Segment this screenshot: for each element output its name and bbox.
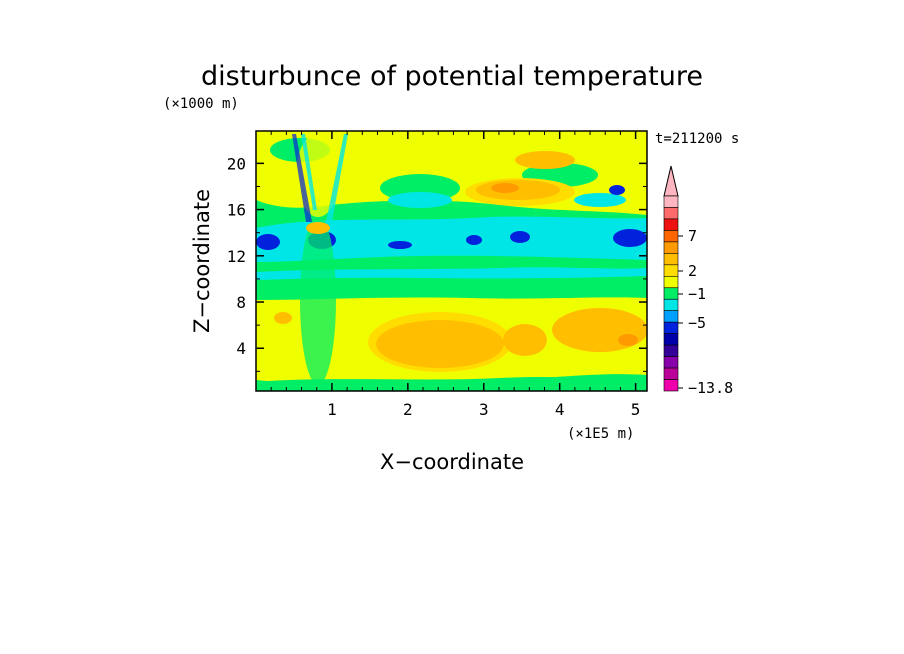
contour-region-24	[503, 324, 547, 356]
colorbar-swatch	[663, 287, 679, 300]
colorbar: 7 2 −1 −5 −13.8	[663, 165, 733, 397]
contour-region-15	[466, 235, 482, 245]
contour-region-11	[574, 193, 626, 207]
chart-title: disturbunce of potential temperature	[201, 61, 703, 92]
y-tick-label: 8	[236, 293, 246, 312]
contour-region-8	[491, 183, 519, 193]
contour-region-7	[515, 151, 575, 169]
contour-region-30	[306, 222, 330, 234]
colorbar-swatch	[663, 356, 679, 369]
colorbar-swatch	[663, 344, 679, 357]
contour-region-18	[609, 185, 625, 195]
contour-region-23	[552, 308, 647, 352]
colorbar-swatch	[663, 207, 679, 220]
colorbar-overflow-arrow	[663, 165, 679, 197]
contour-region-26	[274, 312, 292, 324]
x-axis: 1 2 3 4 5	[270, 131, 641, 419]
contour-region-10	[388, 192, 452, 208]
x-tick-label: 1	[327, 400, 337, 419]
colorbar-swatch	[663, 253, 679, 266]
colorbar-swatch	[663, 230, 679, 243]
colorbar-label: 2	[688, 262, 697, 280]
colorbar-swatch	[663, 195, 679, 208]
x-tick-label: 5	[631, 400, 641, 419]
colorbar-label: −13.8	[688, 379, 733, 397]
contour-region-27	[256, 377, 647, 391]
colorbar-label: 7	[688, 227, 697, 245]
colorbar-swatch	[663, 218, 679, 231]
plot-frame	[255, 130, 648, 392]
contour-region-6	[476, 180, 560, 200]
y-tick-label: 12	[227, 247, 246, 266]
y-tick-label: 4	[236, 339, 246, 358]
contour-region-9	[256, 216, 647, 262]
time-label: t=211200 s	[655, 131, 739, 147]
x-unit-label: (×1E5 m)	[567, 426, 634, 442]
colorbar-swatch	[663, 310, 679, 323]
x-tick-label: 2	[403, 400, 413, 419]
contour-region-32	[326, 134, 348, 222]
contour-region-31	[292, 134, 312, 222]
contour-region-17	[613, 229, 647, 247]
colorbar-swatch	[663, 367, 679, 380]
x-tick-label: 4	[555, 400, 565, 419]
colorbar-swatch	[663, 321, 679, 334]
contour-region-28	[300, 215, 336, 385]
contour-field	[256, 131, 647, 391]
y-axis: 4 8 12 16 20	[227, 154, 647, 372]
contour-region-25	[618, 334, 638, 346]
contour-region-22	[376, 320, 504, 368]
contour-region-33	[301, 134, 317, 210]
y-tick-label: 16	[227, 201, 246, 220]
colorbar-label: −1	[688, 285, 706, 303]
colorbar-swatch	[663, 264, 679, 277]
x-axis-label: X−coordinate	[380, 450, 524, 474]
colorbar-swatch	[663, 275, 679, 289]
y-unit-label: (×1000 m)	[163, 96, 239, 112]
y-tick-label: 20	[227, 154, 246, 173]
contour-region-19	[256, 267, 647, 280]
colorbar-swatch	[663, 333, 679, 346]
colorbar-swatch	[663, 379, 679, 392]
contour-region-14	[388, 241, 412, 249]
y-axis-label: Z−coordinate	[190, 189, 214, 333]
colorbar-swatch	[663, 241, 679, 254]
colorbar-swatch	[663, 298, 679, 312]
contour-region-16	[510, 231, 530, 243]
x-tick-label: 3	[479, 400, 489, 419]
colorbar-label: −5	[688, 314, 706, 332]
contour-region-12	[256, 234, 280, 250]
